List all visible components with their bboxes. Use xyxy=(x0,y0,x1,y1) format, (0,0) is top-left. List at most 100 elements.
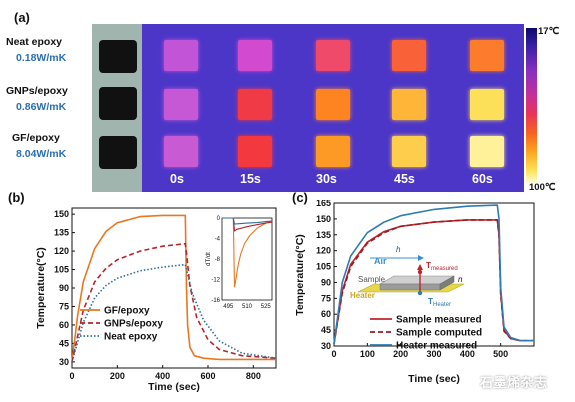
thermal-square xyxy=(316,40,350,71)
material-k-gf: 8.04W/mK xyxy=(16,148,67,160)
y-tick-label: 105 xyxy=(54,265,69,275)
thermal-square xyxy=(238,89,272,120)
y-axis-label: Temperature(°C) xyxy=(35,247,47,329)
inset-y-tick-label: -12 xyxy=(211,278,220,284)
series-line xyxy=(71,214,276,362)
inset-y-tick-label: -16 xyxy=(211,298,220,304)
sample-label: Sample xyxy=(358,275,386,284)
material-name-gnps: GNPs/epoxy xyxy=(6,85,68,97)
heater-label: Heater xyxy=(350,291,375,300)
sample-front xyxy=(379,283,441,291)
time-label-15: 15s xyxy=(240,172,261,186)
t-measured-sub: measured xyxy=(431,266,458,272)
y-tick-label: 75 xyxy=(321,293,331,303)
sample-black-neat xyxy=(99,40,137,73)
colorbar-bottom-label: 100℃ xyxy=(529,182,556,193)
flux-arrow-head xyxy=(417,264,423,270)
t-measured-dot xyxy=(417,269,423,275)
x-tick-label: 600 xyxy=(200,371,215,381)
panel-a-label: (a) xyxy=(14,10,30,25)
thermal-square xyxy=(238,136,272,167)
y-tick-label: 150 xyxy=(316,214,331,224)
chart-b: 0 200 400 600 800 30 45 60 75 90 105 120 135 150 Time … xyxy=(35,207,277,393)
t-heater-dot xyxy=(417,290,423,296)
x-tick-label: 0 xyxy=(69,371,74,381)
x-tick-label: 200 xyxy=(110,371,125,381)
legend: Sample measured Sample computed Heater mea… xyxy=(370,315,482,352)
sample-black-gf xyxy=(99,136,137,169)
legend-label: Heater measured xyxy=(396,341,477,352)
y-tick-label: 45 xyxy=(59,338,69,348)
legend-label: GF/epoxy xyxy=(104,306,150,317)
y-tick-label: 90 xyxy=(59,283,69,293)
series-line xyxy=(71,242,277,362)
y-tick-label: 75 xyxy=(59,301,69,311)
t-heater-label: T xyxy=(428,297,433,306)
material-name-gf: GF/epoxy xyxy=(12,132,60,144)
x-tick-label: 300 xyxy=(426,349,441,359)
y-tick-label: 30 xyxy=(59,357,69,367)
air-arrow-head xyxy=(418,255,424,261)
time-label-0: 0s xyxy=(170,172,184,186)
sample-photo xyxy=(92,24,142,192)
y-tick-label: 135 xyxy=(316,230,331,240)
x-axis-label: Time (sec) xyxy=(148,381,200,393)
y-tick-label: 150 xyxy=(54,209,69,219)
material-k-neat: 0.18W/mK xyxy=(16,52,67,64)
legend: GF/epoxy GNPs/epoxy Neat epoxy xyxy=(80,306,163,343)
time-label-60: 60s xyxy=(472,172,493,186)
watermark: 石墨烯杂志 xyxy=(480,375,548,390)
sample-black-gnps xyxy=(99,87,137,120)
thermal-square xyxy=(392,136,426,167)
x-tick-label: 400 xyxy=(155,371,170,381)
y-tick-label: 90 xyxy=(321,277,331,287)
legend-label: Neat epoxy xyxy=(104,332,158,343)
temperature-colorbar xyxy=(526,28,537,183)
legend-label: GNPs/epoxy xyxy=(104,319,163,330)
colorbar-top-label: 17℃ xyxy=(538,26,560,37)
legend-label: Sample computed xyxy=(396,328,482,339)
x-tick-label: 100 xyxy=(360,349,375,359)
y-tick-label: 60 xyxy=(59,320,69,330)
inset-series-line xyxy=(222,217,273,288)
h-label: h xyxy=(396,245,401,254)
thermal-square xyxy=(470,136,504,167)
y-axis-label: Temperature(°C) xyxy=(294,234,306,316)
t-measured-label: T xyxy=(426,261,431,270)
y-tick-label: 135 xyxy=(54,228,69,238)
series-line xyxy=(71,263,277,363)
thermal-image: 0s 15s 30s 45s 60s xyxy=(142,24,524,192)
x-tick-label: 400 xyxy=(460,349,475,359)
inset-x-tick-label: 510 xyxy=(242,304,253,310)
inset-y-tick-label: 0 xyxy=(217,216,221,222)
inset-x-tick-label: 525 xyxy=(261,304,272,310)
y-tick-label: 105 xyxy=(316,262,331,272)
t-heater-sub: Heater xyxy=(433,302,451,308)
inset-series-line xyxy=(222,217,273,225)
thermal-square xyxy=(392,89,426,120)
thermal-square xyxy=(238,40,272,71)
thermal-square xyxy=(164,136,198,167)
thermal-square xyxy=(316,136,350,167)
y-tick-label: 165 xyxy=(316,200,331,208)
time-label-45: 45s xyxy=(394,172,415,186)
series-line xyxy=(333,204,534,345)
x-axis-label: Time (sec) xyxy=(408,373,460,385)
x-tick-label: 200 xyxy=(393,349,408,359)
material-name-neat: Neat epoxy xyxy=(6,36,63,48)
y-tick-label: 45 xyxy=(321,325,331,335)
air-label: Air xyxy=(374,256,387,266)
n-label: n xyxy=(458,275,463,284)
inset-y-tick-label: -4 xyxy=(215,237,221,243)
inset-y-tick-label: -8 xyxy=(215,257,221,263)
y-tick-label: 120 xyxy=(316,246,331,256)
material-k-gnps: 0.86W/mK xyxy=(16,101,67,113)
y-tick-label: 30 xyxy=(321,341,331,351)
inset-x-tick-label: 495 xyxy=(223,304,234,310)
thermal-square xyxy=(316,89,350,120)
inset-frame xyxy=(221,217,273,301)
inset-y-label: dT/dt xyxy=(206,252,212,266)
series-line xyxy=(333,219,534,345)
panel-b-label: (b) xyxy=(8,190,25,205)
